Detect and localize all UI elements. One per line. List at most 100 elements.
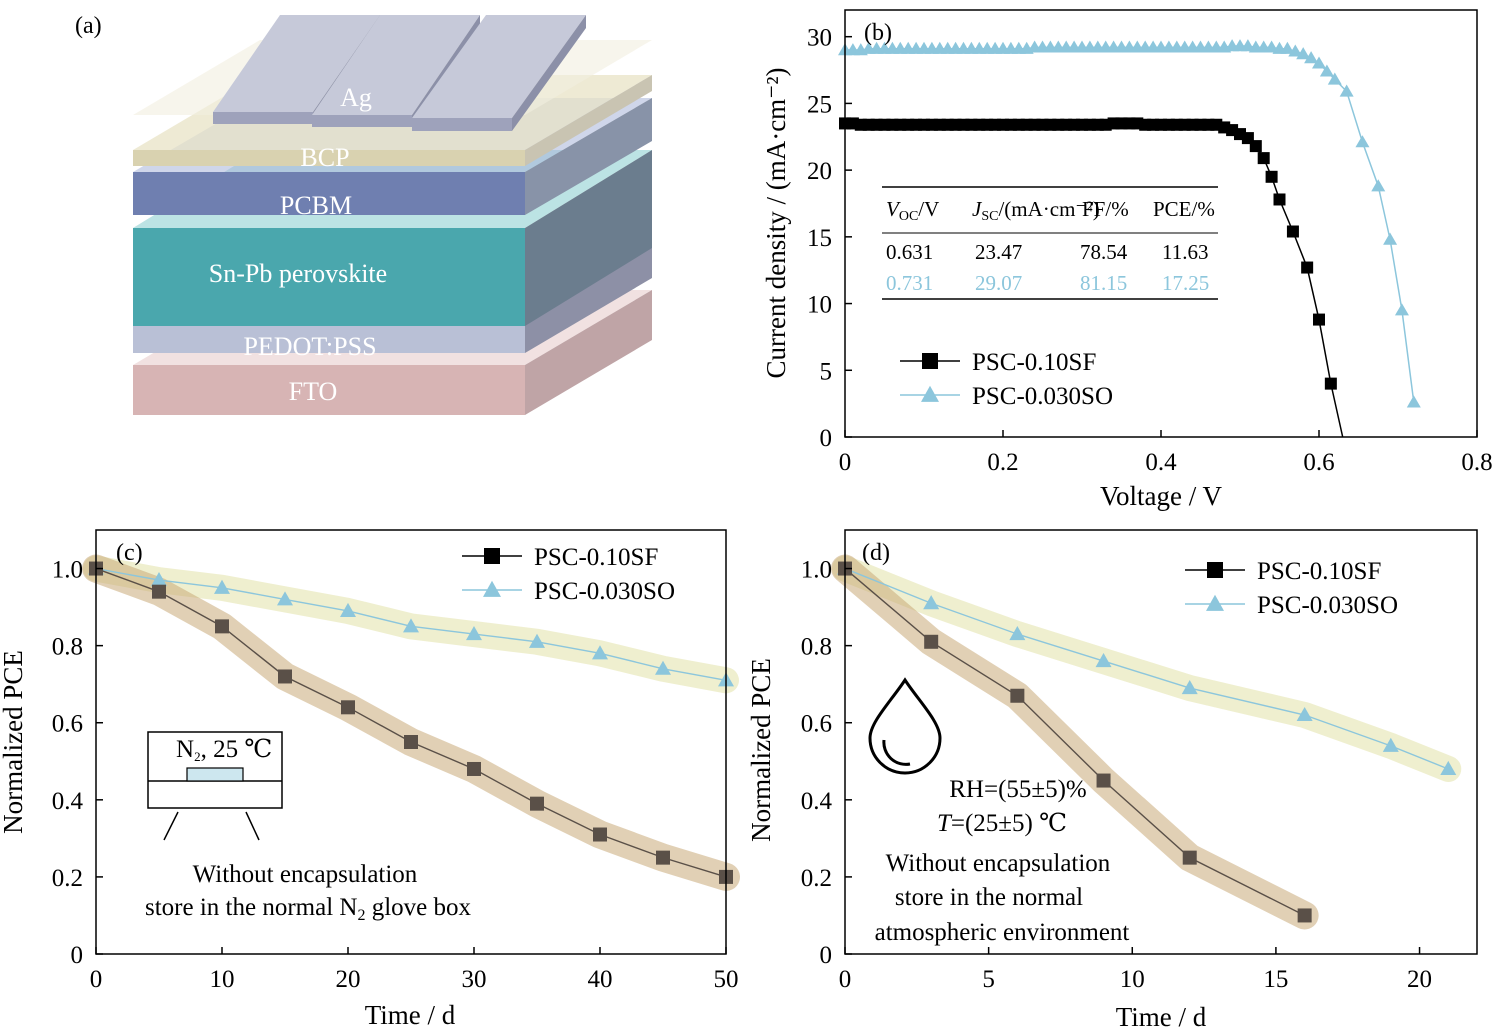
panel-d-temp: T=(25±5) ℃ xyxy=(937,810,1067,837)
x-tick-label: 0.8 xyxy=(1461,449,1492,476)
data-point xyxy=(1313,313,1325,326)
panel-c-note-line2: store in the normal N2 glove box xyxy=(145,894,471,924)
x-tick-label: 10 xyxy=(1120,966,1145,993)
panel-c-frame xyxy=(95,529,727,955)
y-tick-label: 0.2 xyxy=(801,865,832,892)
glove-box-label: N2, 25 ℃ xyxy=(176,736,272,764)
data-point xyxy=(923,595,940,610)
y-tick-label: 0.2 xyxy=(52,865,83,892)
panel-d-label: (d) xyxy=(862,540,890,566)
data-point xyxy=(1394,303,1409,316)
data-point xyxy=(656,850,670,865)
table-r2-jsc: 29.07 xyxy=(975,271,1022,295)
legend-label: PSC-0.030SO xyxy=(1257,592,1398,619)
data-point xyxy=(1181,679,1198,695)
x-tick-label: 40 xyxy=(588,966,613,993)
series-line xyxy=(844,567,1449,770)
table-r1-voc: 0.631 xyxy=(886,240,933,264)
data-point xyxy=(1296,706,1313,722)
x-tick-label: 0.6 xyxy=(1303,449,1334,476)
panel-b-x-axis-label: Voltage / V xyxy=(1100,481,1223,511)
panel-b-jv-chart: 0 0.2 0.4 0.6 0.8 0 5 10 15 20 25 30 (b) Voltage / … xyxy=(761,9,1493,511)
data-point xyxy=(1095,653,1112,668)
panel-b-label: (b) xyxy=(864,20,892,46)
data-point xyxy=(1288,44,1303,57)
y-tick-label: 20 xyxy=(807,158,832,185)
layer-label-pedot: PEDOT:PSS xyxy=(243,332,376,361)
y-tick-label: 0.8 xyxy=(52,634,83,661)
data-point xyxy=(1182,850,1197,865)
y-tick-label: 0.4 xyxy=(52,788,84,815)
panel-d-rh: RH=(55±5)% xyxy=(949,776,1087,803)
legend-label: PSC-0.10SF xyxy=(972,349,1096,376)
layer-label-ag: Ag xyxy=(340,83,372,112)
layer-label-pcbm: PCBM xyxy=(280,191,352,220)
y-tick-label: 25 xyxy=(807,91,832,118)
data-point xyxy=(530,796,544,811)
data-point xyxy=(152,584,166,599)
panel-b-y-axis-label: Current density / (mA·cm⁻²) xyxy=(761,67,791,378)
panel-c-note-line1: Without encapsulation xyxy=(193,861,418,888)
y-tick-label: 0.4 xyxy=(801,788,833,815)
data-point xyxy=(1010,688,1025,703)
glove-box-icon xyxy=(147,731,283,841)
data-point xyxy=(1406,395,1421,408)
table-r1-ff: 78.54 xyxy=(1080,240,1128,264)
panel-c-x-axis-label: Time / d xyxy=(365,1000,456,1030)
data-point xyxy=(1020,118,1033,131)
x-tick-label: 30 xyxy=(462,966,487,993)
legend-marker xyxy=(921,385,939,402)
table-r2-pce: 17.25 xyxy=(1162,271,1209,295)
x-tick-label: 50 xyxy=(714,966,739,993)
y-tick-label: 0 xyxy=(820,942,833,969)
table-r1-jsc: 23.47 xyxy=(975,240,1022,264)
panel-d-note-line1: Without encapsulation xyxy=(886,850,1111,877)
x-tick-label: 0 xyxy=(90,966,103,993)
data-point xyxy=(404,735,418,749)
table-header-jsc: JSC/(mA·cm⁻²) xyxy=(972,197,1100,224)
panel-c-y-axis-label: Normalized PCE xyxy=(0,650,28,834)
data-point xyxy=(277,591,293,606)
data-point xyxy=(1339,84,1354,97)
data-point xyxy=(467,761,481,776)
series-line xyxy=(844,568,1305,917)
y-tick-label: 0 xyxy=(71,942,84,969)
layer-ag xyxy=(213,15,586,131)
legend-label: PSC-0.030SO xyxy=(972,383,1113,410)
x-tick-label: 15 xyxy=(1263,966,1288,993)
data-point xyxy=(1371,179,1386,192)
legend-marker xyxy=(1207,562,1223,578)
data-point xyxy=(529,633,545,648)
x-tick-label: 10 xyxy=(210,966,235,993)
y-tick-label: 5 xyxy=(820,358,833,385)
y-tick-label: 30 xyxy=(807,25,832,52)
panel-b-frame xyxy=(844,9,1478,438)
series-line xyxy=(845,45,1415,403)
legend-label: PSC-0.10SF xyxy=(1257,558,1381,585)
data-point xyxy=(278,669,292,684)
data-point xyxy=(1009,626,1026,641)
panel-d-stability-air-chart: 0 5 10 15 20 0 0.2 0.4 0.6 0.8 1.0 (d) Time / d No… xyxy=(746,529,1478,1030)
data-point xyxy=(1319,64,1334,77)
panel-d-y-axis-label: Normalized PCE xyxy=(746,658,776,842)
data-point xyxy=(1265,170,1278,183)
panel-b-table: VOC/V JSC/(mA·cm⁻²) FF/% PCE/% 0.631 23.… xyxy=(882,186,1218,300)
y-tick-label: 0 xyxy=(820,425,833,452)
y-tick-label: 0.6 xyxy=(801,711,832,738)
data-point xyxy=(1296,47,1311,60)
data-point xyxy=(592,645,608,660)
x-tick-label: 0 xyxy=(839,449,852,476)
data-point xyxy=(1327,72,1342,85)
data-point xyxy=(1249,140,1262,153)
y-tick-label: 1.0 xyxy=(801,557,832,584)
data-point xyxy=(1297,908,1312,923)
legend-label: PSC-0.10SF xyxy=(534,544,658,571)
table-header-voc: VOC/V xyxy=(886,197,939,224)
data-point xyxy=(1440,760,1457,776)
y-tick-label: 10 xyxy=(807,292,832,319)
y-tick-label: 0.6 xyxy=(52,711,83,738)
x-tick-label: 0.4 xyxy=(1145,449,1177,476)
data-point xyxy=(1355,135,1370,148)
